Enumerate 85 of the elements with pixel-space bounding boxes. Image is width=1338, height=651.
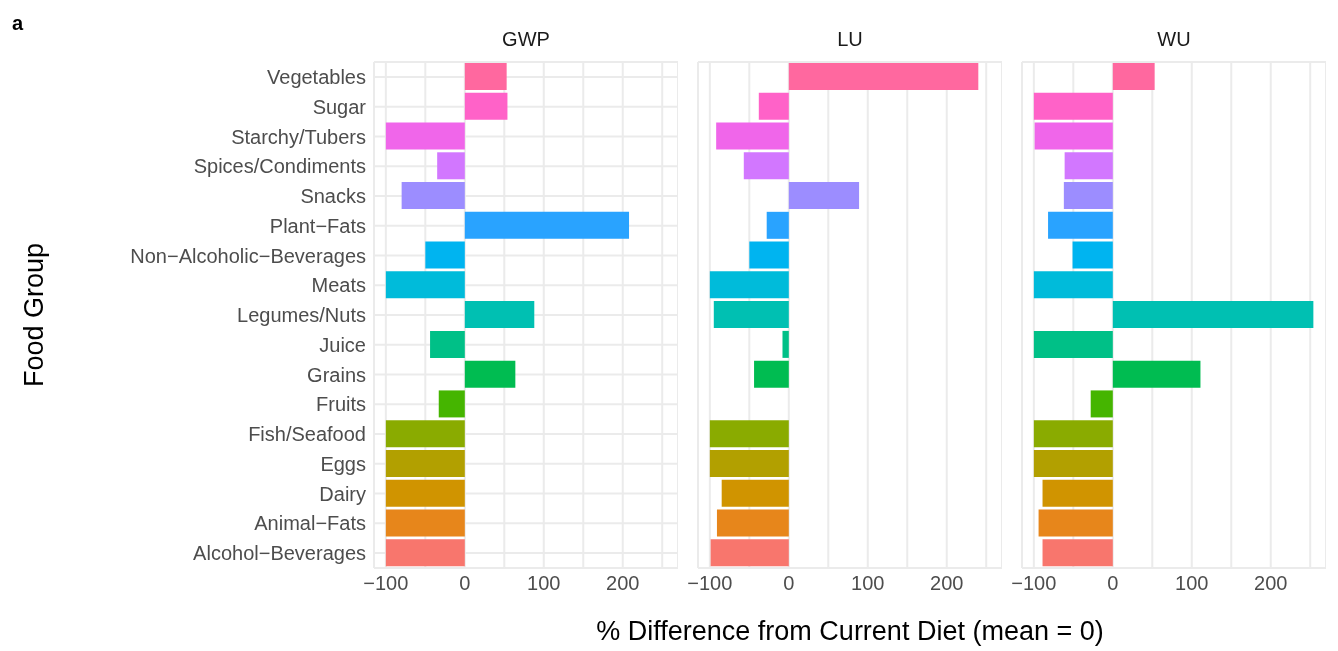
bar [1112,63,1155,90]
bar [709,449,789,477]
x-tick-label: 100 [851,572,885,595]
bar [401,182,465,210]
bar [1072,241,1113,269]
y-tick-label: Meats [311,274,366,297]
bar [464,92,508,120]
chart-title: GWP [501,28,551,51]
y-tick-label: Legumes/Nuts [237,304,366,327]
x-tick-label: −100 [687,572,733,595]
bar [1033,420,1113,448]
bar [1112,360,1201,388]
bar [1034,122,1113,150]
bar [1033,271,1113,299]
bar [1033,92,1113,120]
bar [716,509,789,537]
bar [788,63,979,90]
y-axis-title: Food Group [18,242,50,388]
y-tick-label: Spices/Condiments [193,155,366,178]
x-tick-label: 200 [930,572,964,595]
x-axis-title: % Difference from Current Diet (mean = 0) [596,616,1104,647]
bar [438,390,465,418]
bar [437,152,465,180]
x-tick-label: 200 [606,572,640,595]
bar [754,360,789,388]
y-tick-label: Grains [307,363,366,386]
x-tick-label: 100 [527,572,561,595]
bar [1048,211,1113,239]
text: a [12,12,24,35]
bar [1038,509,1113,537]
bar [464,301,535,329]
y-tick-label: Alcohol−Beverages [193,542,366,565]
bar [385,509,465,537]
bar [788,182,860,210]
bar [709,271,789,299]
bar [716,122,789,150]
x-tick-label: 0 [459,572,471,595]
bar [425,241,465,269]
y-tick-label: Sugar [312,95,367,118]
bar [1063,182,1113,210]
bar [1033,330,1113,358]
bar [782,330,789,358]
y-tick-label: Vegetables [267,65,366,88]
bar [710,539,789,567]
bar [385,420,465,448]
chart-title: WU [1156,28,1192,51]
bar [749,241,789,269]
x-tick-label: 100 [1175,572,1209,595]
bar [713,301,789,329]
bar [464,211,630,239]
bar [766,211,789,239]
x-tick-label: 0 [783,572,795,595]
bar [385,539,465,567]
y-tick-label: Non−Alcoholic−Beverages [130,244,366,267]
y-tick-label: Eggs [320,452,366,475]
x-tick-label: −100 [1011,572,1057,595]
bar [743,152,789,180]
bar [430,330,465,358]
bar [1042,539,1113,567]
y-tick-label: Animal−Fats [254,512,366,535]
bar [385,271,465,299]
x-tick-label: 0 [1107,572,1119,595]
bar [709,420,789,448]
bar [1112,301,1314,329]
y-tick-label: Fruits [316,393,366,416]
y-tick-label: Starchy/Tubers [231,125,366,148]
bar [464,63,507,90]
bar [385,449,465,477]
y-tick-label: Snacks [300,185,366,208]
bar [721,479,789,507]
bar [1042,479,1113,507]
y-tick-label: Juice [319,333,366,356]
bar [1033,449,1113,477]
bar [385,479,465,507]
y-tick-label: Fish/Seafood [248,423,366,446]
bar [464,360,516,388]
bar [1064,152,1113,180]
bar [758,92,789,120]
bar [385,122,465,150]
bar [1090,390,1113,418]
y-tick-label: Plant−Fats [269,214,366,237]
x-tick-label: −100 [363,572,409,595]
x-tick-label: 200 [1254,572,1288,595]
y-tick-label: Dairy [319,482,366,505]
chart-title: LU [836,28,864,51]
